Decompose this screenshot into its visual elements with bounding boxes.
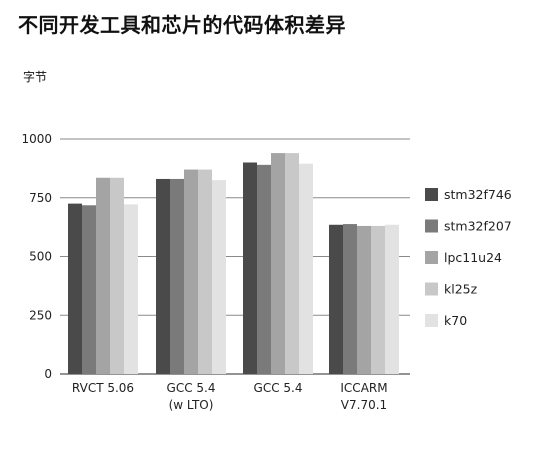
- bar-stm32f746: [329, 224, 343, 374]
- chart-title: 不同开发工具和芯片的代码体积差异: [18, 13, 346, 37]
- bar-stm32f746: [243, 162, 257, 374]
- legend-label: kl25z: [444, 282, 478, 297]
- bar-lpc11u24: [96, 177, 110, 374]
- legend-swatch: [425, 188, 438, 201]
- legend-swatch: [425, 282, 438, 296]
- axes: 0 250 500 750 1000 RVCT 5.06 GCC 5.4 (w LTO) GCC…: [21, 132, 387, 412]
- bar-k70: [385, 224, 399, 374]
- legend-label: k70: [444, 313, 467, 328]
- bar-k70: [212, 180, 226, 374]
- bar-kl25z: [198, 169, 212, 374]
- legend-swatch: [425, 219, 438, 233]
- bar-k70: [124, 204, 138, 374]
- bar-stm32f207: [82, 205, 96, 374]
- x-category-label: RVCT 5.06: [72, 381, 134, 395]
- bar-stm32f207: [170, 178, 184, 374]
- legend: stm32f746 stm32f207 lpc11u24 kl25z k70: [425, 187, 512, 328]
- bar-stm32f746: [156, 178, 170, 374]
- x-category-label: ICCARM: [340, 381, 387, 395]
- bar-lpc11u24: [184, 169, 198, 374]
- x-category-label: GCC 5.4: [254, 381, 303, 395]
- bar-lpc11u24: [357, 225, 371, 374]
- legend-label: stm32f746: [444, 187, 512, 202]
- bars: [68, 153, 399, 374]
- y-tick-label: 250: [29, 308, 52, 322]
- y-tick-label: 0: [44, 367, 52, 381]
- bar-stm32f746: [68, 203, 82, 374]
- bar-kl25z: [285, 153, 299, 374]
- x-category-label: (w LTO): [169, 398, 214, 412]
- legend-label: stm32f207: [444, 219, 512, 234]
- y-tick-label: 500: [29, 250, 52, 264]
- bar-stm32f207: [343, 224, 357, 374]
- bar-lpc11u24: [271, 153, 285, 374]
- legend-label: lpc11u24: [444, 250, 502, 265]
- x-category-label: V7.70.1: [341, 398, 387, 412]
- y-tick-label: 750: [29, 191, 52, 205]
- x-category-label: GCC 5.4: [167, 381, 216, 395]
- legend-swatch: [425, 314, 438, 327]
- bar-k70: [299, 163, 313, 374]
- bar-stm32f207: [257, 164, 271, 374]
- y-tick-label: 1000: [21, 132, 52, 146]
- y-axis-unit-label: 字节: [23, 70, 48, 84]
- bar-kl25z: [110, 177, 124, 374]
- bar-kl25z: [371, 225, 385, 374]
- legend-swatch: [425, 251, 438, 264]
